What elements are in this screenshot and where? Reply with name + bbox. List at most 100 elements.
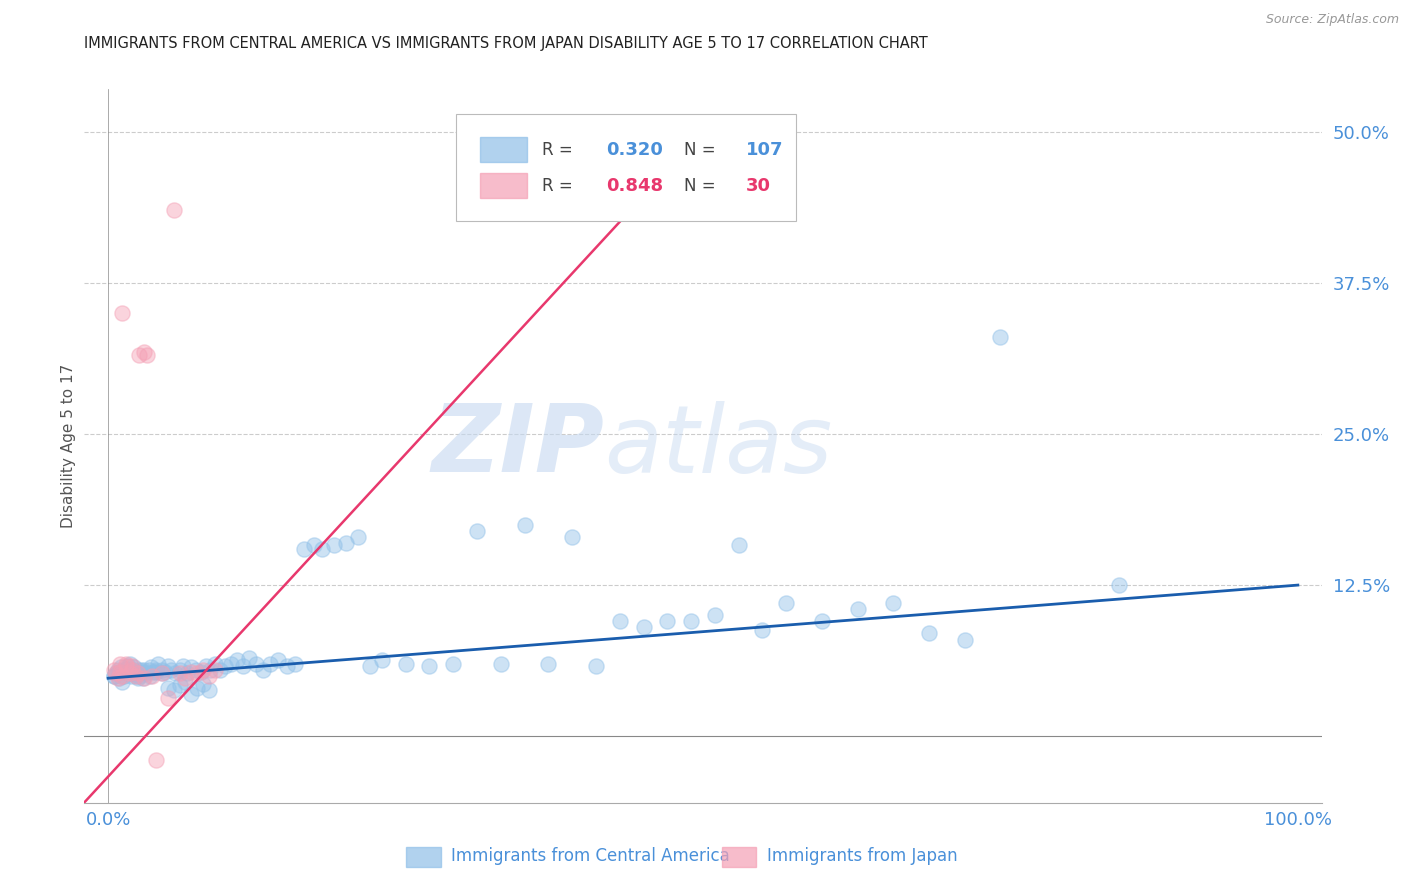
Point bbox=[142, 665, 165, 680]
Point bbox=[114, 666, 136, 681]
Point bbox=[359, 659, 381, 673]
Point bbox=[193, 677, 215, 691]
Point bbox=[561, 530, 583, 544]
Point bbox=[124, 669, 146, 683]
Point bbox=[139, 669, 162, 683]
Point bbox=[108, 657, 131, 671]
Point bbox=[150, 666, 173, 681]
Point bbox=[186, 681, 208, 695]
Point bbox=[267, 653, 290, 667]
Point bbox=[585, 659, 607, 673]
Point bbox=[193, 663, 215, 677]
Point bbox=[180, 665, 202, 680]
Point bbox=[252, 663, 274, 677]
Point bbox=[145, 754, 167, 768]
Point bbox=[194, 659, 217, 673]
Point bbox=[103, 669, 125, 683]
Point bbox=[150, 666, 173, 681]
Point bbox=[107, 671, 129, 685]
Point bbox=[118, 666, 141, 681]
Point bbox=[111, 669, 134, 683]
Y-axis label: Disability Age 5 to 17: Disability Age 5 to 17 bbox=[60, 364, 76, 528]
Text: IMMIGRANTS FROM CENTRAL AMERICA VS IMMIGRANTS FROM JAPAN DISABILITY AGE 5 TO 17 : IMMIGRANTS FROM CENTRAL AMERICA VS IMMIG… bbox=[84, 36, 928, 51]
Point bbox=[115, 657, 138, 671]
Text: R =: R = bbox=[543, 177, 578, 194]
Point bbox=[129, 666, 152, 681]
Point bbox=[156, 690, 179, 705]
Point bbox=[162, 203, 184, 218]
Point bbox=[232, 659, 254, 673]
Point bbox=[124, 660, 146, 674]
Point bbox=[394, 657, 416, 671]
Point bbox=[131, 671, 153, 685]
Point bbox=[115, 665, 138, 680]
Point bbox=[465, 524, 488, 538]
Point bbox=[145, 665, 167, 680]
Point bbox=[135, 666, 157, 681]
Point bbox=[125, 665, 148, 680]
Point bbox=[727, 538, 749, 552]
Point bbox=[657, 615, 679, 629]
Point bbox=[108, 665, 131, 680]
Point bbox=[180, 687, 202, 701]
Text: N =: N = bbox=[685, 177, 721, 194]
Point bbox=[174, 674, 197, 689]
Point bbox=[110, 660, 132, 674]
Point bbox=[132, 663, 155, 677]
Point bbox=[918, 626, 941, 640]
Point bbox=[124, 669, 146, 683]
Point bbox=[136, 348, 159, 362]
Point bbox=[117, 659, 139, 673]
Point bbox=[335, 535, 357, 549]
Point bbox=[115, 664, 138, 678]
Point bbox=[122, 666, 145, 681]
Point bbox=[121, 659, 143, 673]
Text: 30: 30 bbox=[747, 177, 772, 194]
Point bbox=[681, 615, 703, 629]
Point bbox=[145, 663, 167, 677]
Bar bbox=[721, 847, 756, 867]
Point bbox=[198, 683, 221, 698]
Point bbox=[120, 669, 142, 683]
Point bbox=[127, 663, 149, 677]
Point bbox=[169, 678, 191, 692]
Point bbox=[150, 663, 173, 677]
Point bbox=[200, 663, 222, 677]
Point bbox=[284, 657, 307, 671]
Point bbox=[105, 666, 128, 681]
Point bbox=[186, 663, 208, 677]
Point bbox=[172, 659, 194, 673]
Point bbox=[311, 541, 333, 556]
Point bbox=[162, 683, 184, 698]
Point bbox=[121, 663, 143, 677]
Point bbox=[990, 330, 1012, 344]
Text: N =: N = bbox=[685, 141, 721, 159]
Point bbox=[214, 659, 236, 673]
Point bbox=[128, 669, 150, 683]
Point bbox=[131, 663, 153, 677]
Bar bbox=[481, 137, 527, 162]
Point bbox=[846, 602, 869, 616]
Point bbox=[176, 666, 198, 681]
Point bbox=[118, 657, 141, 671]
Point bbox=[169, 666, 191, 681]
Point bbox=[128, 348, 150, 362]
Point bbox=[111, 306, 134, 320]
Point bbox=[186, 666, 208, 681]
Point bbox=[139, 660, 162, 674]
FancyBboxPatch shape bbox=[456, 114, 796, 221]
Point bbox=[208, 663, 231, 677]
Point bbox=[347, 530, 370, 544]
Point bbox=[276, 659, 298, 673]
Point bbox=[146, 657, 169, 671]
Point bbox=[609, 615, 631, 629]
Point bbox=[107, 663, 129, 677]
Point bbox=[219, 657, 242, 671]
Point bbox=[775, 596, 797, 610]
Point bbox=[323, 538, 346, 552]
Text: ZIP: ZIP bbox=[432, 400, 605, 492]
Point bbox=[156, 681, 179, 695]
Point bbox=[882, 596, 904, 610]
Point bbox=[103, 663, 125, 677]
Point bbox=[537, 657, 560, 671]
